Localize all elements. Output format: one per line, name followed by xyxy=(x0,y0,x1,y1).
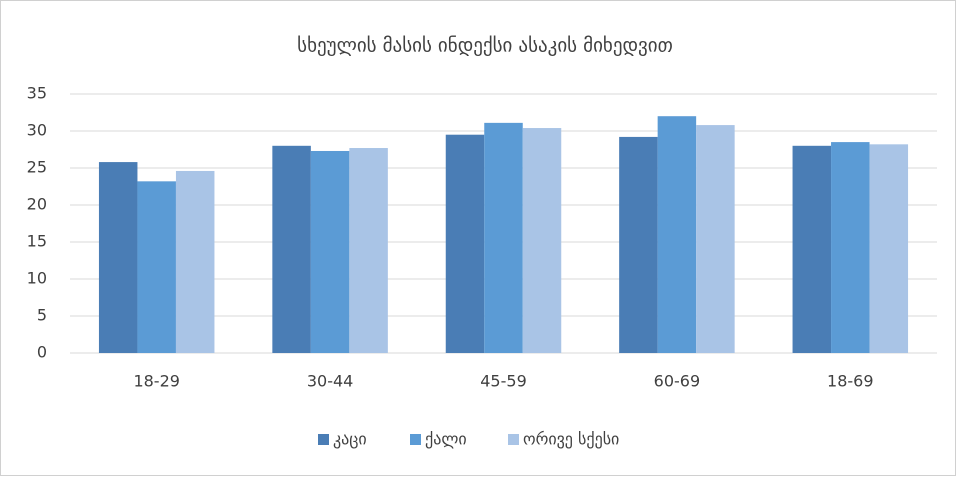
bar xyxy=(484,122,523,353)
x-tick-label: 18-69 xyxy=(827,372,874,391)
x-tick-label: 18-29 xyxy=(133,372,180,391)
y-tick-label: 0 xyxy=(37,343,47,362)
legend-swatch xyxy=(410,434,421,445)
legend-label: კაცი xyxy=(333,430,367,449)
y-tick-label: 25 xyxy=(27,158,47,177)
y-tick-label: 20 xyxy=(27,195,47,214)
bar xyxy=(522,128,562,353)
legend-label: ქალი xyxy=(425,430,467,449)
y-tick-label: 35 xyxy=(27,84,47,103)
bar xyxy=(272,145,311,353)
bar xyxy=(657,116,697,353)
bar xyxy=(869,144,909,353)
bar xyxy=(696,125,735,353)
bar xyxy=(619,136,658,353)
bar xyxy=(137,181,176,353)
x-tick-label: 30-44 xyxy=(307,372,354,391)
bar xyxy=(792,145,832,353)
bar xyxy=(445,134,485,353)
y-tick-label: 10 xyxy=(27,269,47,288)
y-tick-label: 30 xyxy=(27,121,47,140)
chart-title: სხეულის მასის ინდექსი ასაკის მიხედვით xyxy=(297,35,673,57)
bar xyxy=(349,148,388,353)
legend-swatch xyxy=(318,434,329,445)
x-tick-label: 60-69 xyxy=(654,372,701,391)
legend-label: ორივე სქესი xyxy=(523,430,619,449)
bar xyxy=(175,170,215,353)
bar xyxy=(98,162,138,353)
x-tick-label: 45-59 xyxy=(480,372,527,391)
legend-swatch xyxy=(508,434,519,445)
y-tick-label: 5 xyxy=(37,306,47,325)
y-tick-label: 15 xyxy=(27,232,47,251)
bar xyxy=(310,150,350,353)
bar xyxy=(831,142,870,353)
